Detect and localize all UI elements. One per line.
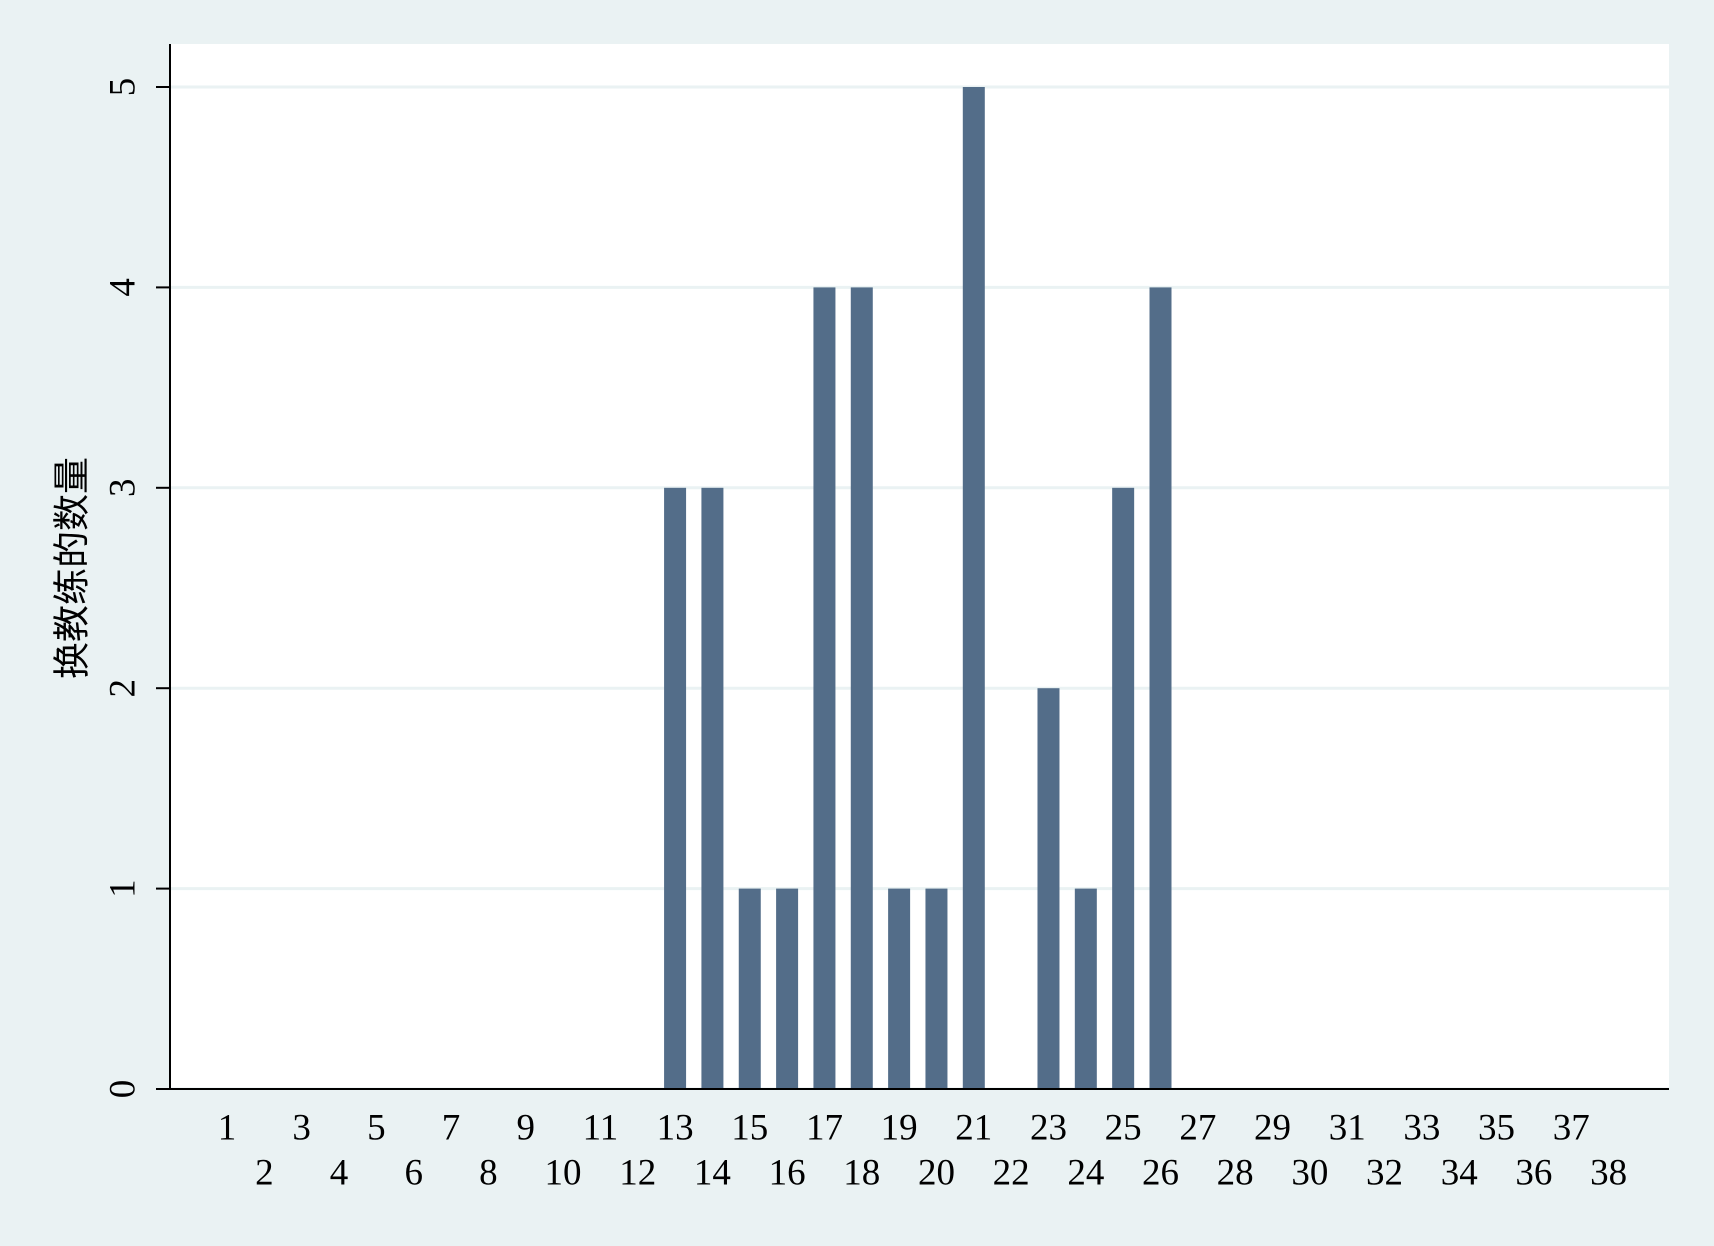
bar [850,287,873,1089]
bar [962,87,985,1089]
bar [776,888,799,1089]
x-tick-label: 28 [1217,1152,1254,1193]
x-tick-label: 36 [1515,1152,1552,1193]
x-tick-label: 25 [1105,1107,1142,1148]
x-tick-label: 31 [1329,1107,1366,1148]
x-tick-label: 35 [1478,1107,1515,1148]
x-tick-label: 34 [1441,1152,1478,1193]
x-tick-label: 23 [1030,1107,1067,1148]
x-tick-label: 21 [955,1107,992,1148]
y-tick-label: 5 [102,78,143,97]
bar [738,888,761,1089]
y-tick-label: 1 [102,879,143,898]
x-tick-label: 11 [583,1107,619,1148]
x-tick-label: 4 [330,1152,349,1193]
x-tick-label: 8 [479,1152,498,1193]
bar [664,487,687,1089]
x-tick-label: 18 [843,1152,880,1193]
bar [701,487,724,1089]
x-tick-label: 15 [731,1107,768,1148]
x-tick-label: 37 [1553,1107,1590,1148]
x-tick-label: 10 [545,1152,582,1193]
x-tick-label: 33 [1403,1107,1440,1148]
x-tick-label: 9 [516,1107,535,1148]
plot-area [170,44,1669,1089]
bar [925,888,948,1089]
bar [1112,487,1135,1089]
x-tick-label: 30 [1291,1152,1328,1193]
x-tick-label: 26 [1142,1152,1179,1193]
x-tick-label: 38 [1590,1152,1627,1193]
x-tick-label: 5 [367,1107,386,1148]
x-tick-label: 29 [1254,1107,1291,1148]
y-tick-label: 3 [102,479,143,498]
x-tick-label: 12 [619,1152,656,1193]
bar [888,888,911,1089]
x-tick-label: 7 [442,1107,461,1148]
bar [1037,688,1060,1089]
x-tick-label: 14 [694,1152,731,1193]
x-tick-label: 6 [404,1152,423,1193]
x-tick-label: 32 [1366,1152,1403,1193]
bar [1149,287,1172,1089]
y-axis-title: 换教练的数量 [51,457,93,679]
bar [813,287,836,1089]
bar [1074,888,1097,1089]
x-tick-label: 17 [806,1107,843,1148]
x-tick-label: 3 [292,1107,311,1148]
x-tick-label: 16 [769,1152,806,1193]
x-tick-label: 22 [993,1152,1030,1193]
y-tick-label: 4 [102,278,143,297]
x-tick-label: 13 [657,1107,694,1148]
x-tick-label: 20 [918,1152,955,1193]
x-tick-label: 19 [881,1107,918,1148]
x-tick-label: 2 [255,1152,274,1193]
x-tick-label: 24 [1067,1152,1104,1193]
y-tick-label: 2 [102,679,143,698]
x-tick-label: 27 [1179,1107,1216,1148]
x-tick-label: 1 [218,1107,237,1148]
y-tick-label: 0 [102,1080,143,1099]
